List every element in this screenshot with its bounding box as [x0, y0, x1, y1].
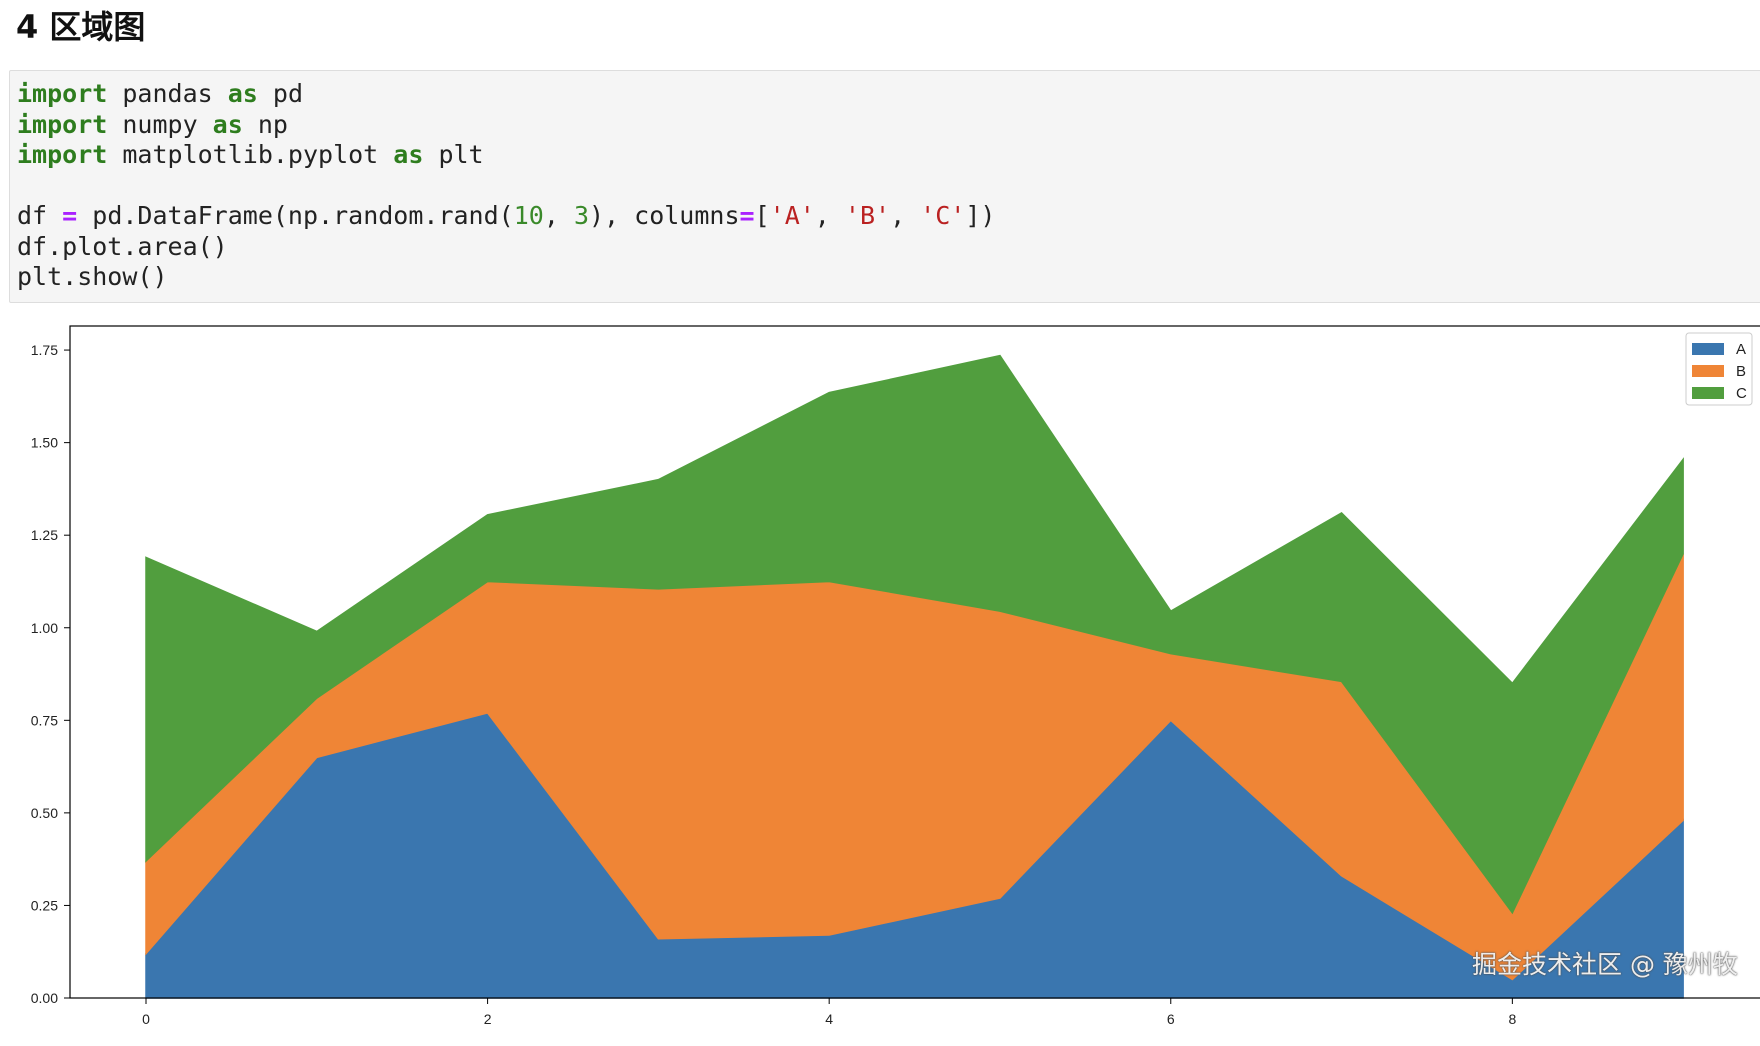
y-tick-label: 1.50	[31, 435, 58, 451]
code-line: import pandas as pd	[17, 79, 1760, 110]
code-token: pandas	[107, 79, 228, 108]
legend-swatch-B	[1692, 365, 1724, 377]
code-token: import	[17, 79, 108, 108]
legend-label-B: B	[1736, 363, 1746, 380]
code-token: matplotlib.pyplot	[107, 140, 394, 169]
watermark: 掘金技术社区 @ 豫州牧	[1472, 950, 1738, 979]
code-line: df = pd.DataFrame(np.random.rand(10, 3),…	[17, 201, 1760, 232]
area-series-C	[145, 354, 1684, 915]
code-cell[interactable]: import pandas as pd import numpy as np imp…	[9, 70, 1760, 303]
legend-swatch-C	[1692, 387, 1724, 399]
code-text: import pandas as pd import numpy as np imp…	[17, 79, 1760, 293]
code-line: import numpy as np	[17, 110, 1760, 141]
plot-frame	[69, 325, 1760, 999]
code-token: =	[739, 201, 755, 230]
y-tick-label: 0.75	[31, 712, 58, 728]
code-token: plt	[423, 140, 484, 169]
code-token: ), columns	[589, 201, 740, 230]
code-token: import	[17, 140, 108, 169]
code-token: np	[242, 109, 288, 139]
code-token: import	[17, 109, 108, 139]
x-tick-label: 8	[1508, 1011, 1516, 1027]
code-token: numpy	[107, 109, 213, 139]
section-heading: 4 区域图	[16, 8, 146, 46]
code-line: import matplotlib.pyplot as plt	[17, 140, 1760, 171]
y-tick-label: 0.25	[31, 897, 58, 913]
code-token: plt.show()	[17, 262, 168, 291]
y-tick-label: 1.25	[31, 527, 58, 543]
y-tick-label: 1.75	[31, 342, 58, 358]
code-token: pd	[257, 79, 303, 108]
code-token: df	[17, 201, 63, 230]
y-tick-label: 0.50	[31, 805, 58, 821]
x-tick-label: 6	[1167, 1011, 1175, 1027]
code-token: 3	[573, 201, 589, 230]
y-tick-label: 1.00	[31, 620, 58, 636]
code-line: plt.show()	[17, 262, 1760, 293]
code-token: 'C'	[920, 201, 966, 230]
code-token: as	[393, 140, 424, 169]
x-tick-label: 2	[484, 1011, 492, 1027]
code-token: ])	[965, 201, 996, 230]
x-tick-label: 0	[142, 1011, 150, 1027]
y-tick-label: 0.00	[31, 990, 58, 1006]
code-token: ,	[543, 201, 574, 230]
code-token: =	[62, 201, 78, 230]
code-line: df.plot.area()	[17, 232, 1760, 263]
code-token: ,	[890, 201, 921, 230]
code-token: as	[227, 79, 258, 108]
x-tick-label: 4	[825, 1011, 833, 1027]
code-token: as	[212, 109, 243, 139]
code-token: [	[754, 201, 770, 230]
area-chart: 0.00 0.25 0.50 0.75 1.00 1.25 1.50 1.75 0 2 4 6 8 ABC	[31, 325, 1760, 1027]
code-token: 'A'	[769, 201, 815, 230]
legend-swatch-A	[1692, 343, 1724, 355]
code-token: 10	[513, 201, 544, 230]
code-token: df.plot.area()	[17, 231, 228, 261]
legend-label-C: C	[1736, 385, 1747, 402]
code-line	[17, 171, 1760, 202]
code-token: ,	[814, 201, 845, 230]
legend-label-A: A	[1736, 341, 1746, 358]
code-token: 'B'	[844, 201, 891, 230]
code-token: pd.DataFrame(np.random.rand(	[77, 201, 514, 230]
